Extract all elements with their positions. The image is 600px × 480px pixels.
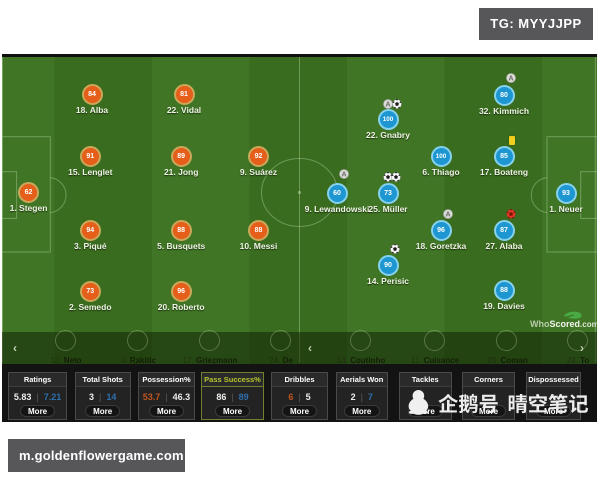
svg-text:A: A: [385, 101, 390, 108]
svg-text:WhoScored.com: WhoScored.com: [530, 319, 597, 329]
svg-text:A: A: [445, 211, 450, 218]
svg-text:A: A: [341, 172, 346, 179]
svg-text:A: A: [509, 76, 514, 83]
